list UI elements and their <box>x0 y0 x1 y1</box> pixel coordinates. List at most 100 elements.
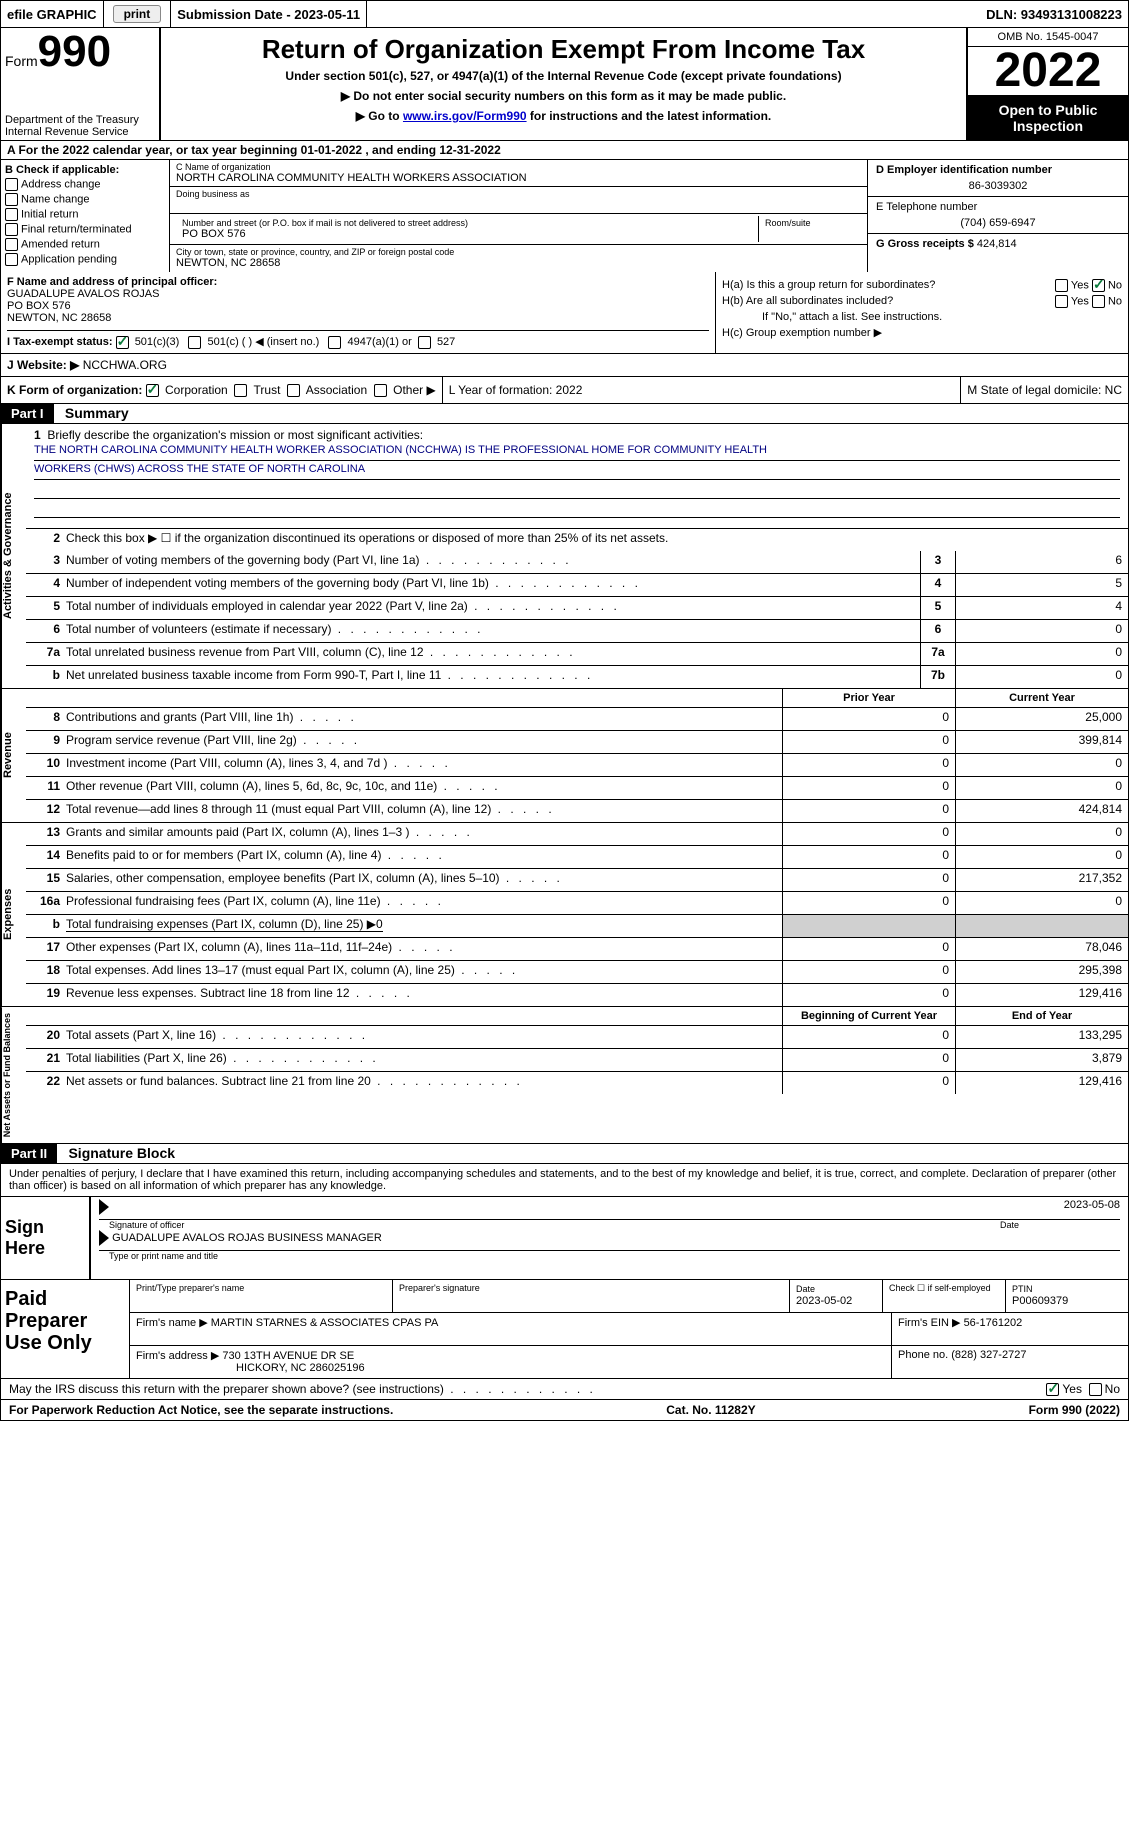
city-label: City or town, state or province, country… <box>176 247 861 257</box>
table-row: 3Number of voting members of the governi… <box>26 551 1128 574</box>
org-name: NORTH CAROLINA COMMUNITY HEALTH WORKERS … <box>176 172 861 184</box>
chk-other[interactable] <box>374 384 387 397</box>
title-box: Return of Organization Exempt From Incom… <box>161 28 968 140</box>
sign-date: 2023-05-08 <box>1064 1199 1120 1219</box>
form-title: Return of Organization Exempt From Incom… <box>165 34 962 65</box>
vtab-net-assets: Net Assets or Fund Balances <box>1 1007 26 1143</box>
signature-section: Under penalties of perjury, I declare th… <box>0 1164 1129 1280</box>
chk-527[interactable] <box>418 336 431 349</box>
ha-yes[interactable] <box>1055 279 1068 292</box>
chk-trust[interactable] <box>234 384 247 397</box>
phone-label: E Telephone number <box>876 201 1120 213</box>
firm-ein: 56-1761202 <box>964 1317 1023 1329</box>
form-subtitle: Under section 501(c), 527, or 4947(a)(1)… <box>165 69 962 83</box>
table-row: 20Total assets (Part X, line 16)0133,295 <box>26 1026 1128 1049</box>
chk-address-change[interactable]: Address change <box>5 178 165 191</box>
cat-number: Cat. No. 11282Y <box>666 1403 755 1417</box>
tax-year: 2022 <box>968 47 1128 96</box>
line2-text: Check this box ▶ ☐ if the organization d… <box>64 529 1128 551</box>
table-row: 13Grants and similar amounts paid (Part … <box>26 823 1128 846</box>
discuss-yes[interactable] <box>1046 1383 1059 1396</box>
gross-receipts-label: G Gross receipts $ <box>876 238 974 250</box>
row-klm: K Form of organization: Corporation Trus… <box>0 377 1129 404</box>
firm-addr1: 730 13TH AVENUE DR SE <box>222 1350 354 1362</box>
officer-name: GUADALUPE AVALOS ROJAS <box>7 288 709 300</box>
hb-yes[interactable] <box>1055 295 1068 308</box>
chk-association[interactable] <box>287 384 300 397</box>
section-fh: F Name and address of principal officer:… <box>0 272 1129 354</box>
sign-here-label: Sign Here <box>1 1197 91 1279</box>
chk-corporation[interactable] <box>146 384 159 397</box>
table-row: 18Total expenses. Add lines 13–17 (must … <box>26 961 1128 984</box>
section-bcde: B Check if applicable: Address change Na… <box>0 160 1129 272</box>
table-row: 6Total number of volunteers (estimate if… <box>26 620 1128 643</box>
chk-final-return[interactable]: Final return/terminated <box>5 223 165 236</box>
summary-revenue: Revenue Prior Year Current Year 8Contrib… <box>0 689 1129 823</box>
box-f: F Name and address of principal officer:… <box>1 272 715 353</box>
ha-no[interactable] <box>1092 279 1105 292</box>
irs-link[interactable]: www.irs.gov/Form990 <box>403 109 527 123</box>
row-j: J Website: ▶ NCCHWA.ORG <box>0 354 1129 377</box>
officer-label: F Name and address of principal officer: <box>7 276 709 288</box>
irs-label: Internal Revenue Service <box>5 126 139 138</box>
table-row: 22Net assets or fund balances. Subtract … <box>26 1072 1128 1094</box>
col-end: End of Year <box>955 1007 1128 1025</box>
org-name-label: C Name of organization <box>176 162 861 172</box>
discuss-no[interactable] <box>1089 1383 1102 1396</box>
table-row: bTotal fundraising expenses (Part IX, co… <box>26 915 1128 938</box>
efile-label: efile GRAPHIC <box>1 1 104 27</box>
mission-label: Briefly describe the organization's miss… <box>47 428 423 442</box>
goto-suffix: for instructions and the latest informat… <box>527 109 772 123</box>
dept-treasury: Department of the Treasury <box>5 114 139 126</box>
open-to-public: Open to Public Inspection <box>968 96 1128 140</box>
box-c: C Name of organization NORTH CAROLINA CO… <box>170 160 868 272</box>
hc-label: H(c) Group exemption number ▶ <box>722 326 882 339</box>
col-current-year: Current Year <box>955 689 1128 707</box>
street-value: PO BOX 576 <box>182 228 752 240</box>
phone-value: (704) 659-6947 <box>876 217 1120 229</box>
chk-name-change[interactable]: Name change <box>5 193 165 206</box>
ha-label: H(a) Is this a group return for subordin… <box>722 279 935 292</box>
ptin-value: P00609379 <box>1012 1295 1068 1307</box>
submission-date: Submission Date - 2023-05-11 <box>171 1 367 27</box>
street-label: Number and street (or P.O. box if mail i… <box>182 218 752 228</box>
box-de: D Employer identification number 86-3039… <box>868 160 1128 272</box>
chk-initial-return[interactable]: Initial return <box>5 208 165 221</box>
goto-line: ▶ Go to www.irs.gov/Form990 for instruct… <box>165 109 962 123</box>
hb-label: H(b) Are all subordinates included? <box>722 295 893 308</box>
print-button[interactable]: print <box>113 5 162 23</box>
year-formation: L Year of formation: 2022 <box>442 377 589 403</box>
chk-501c3[interactable] <box>116 336 129 349</box>
hb-no[interactable] <box>1092 295 1105 308</box>
self-employed-check[interactable]: Check ☐ if self-employed <box>883 1280 1006 1312</box>
chk-application-pending[interactable]: Application pending <box>5 253 165 266</box>
table-row: 5Total number of individuals employed in… <box>26 597 1128 620</box>
ein-label: D Employer identification number <box>876 164 1120 176</box>
table-row: 21Total liabilities (Part X, line 26)03,… <box>26 1049 1128 1072</box>
paperwork-notice: For Paperwork Reduction Act Notice, see … <box>9 1403 393 1417</box>
chk-4947[interactable] <box>328 336 341 349</box>
box-b: B Check if applicable: Address change Na… <box>1 160 170 272</box>
name-title-caption: Type or print name and title <box>99 1251 1120 1261</box>
mission-text-1: THE NORTH CAROLINA COMMUNITY HEALTH WORK… <box>34 444 1120 461</box>
col-beginning: Beginning of Current Year <box>782 1007 955 1025</box>
room-label: Room/suite <box>765 218 855 228</box>
summary-net-assets: Net Assets or Fund Balances Beginning of… <box>0 1007 1129 1144</box>
paid-preparer-label: Paid Preparer Use Only <box>1 1280 130 1378</box>
state-domicile: M State of legal domicile: NC <box>960 377 1128 403</box>
form-header: Form990 Department of the Treasury Inter… <box>0 28 1129 141</box>
firm-addr2: HICKORY, NC 286025196 <box>136 1362 365 1374</box>
top-bar: efile GRAPHIC print Submission Date - 20… <box>0 0 1129 28</box>
table-row: 19Revenue less expenses. Subtract line 1… <box>26 984 1128 1006</box>
year-box: OMB No. 1545-0047 2022 Open to Public In… <box>968 28 1128 140</box>
chk-amended-return[interactable]: Amended return <box>5 238 165 251</box>
officer-addr1: PO BOX 576 <box>7 300 709 312</box>
box-b-label: B Check if applicable: <box>5 164 165 176</box>
tax-exempt-label: I Tax-exempt status: <box>7 336 113 348</box>
summary-expenses: Expenses 13Grants and similar amounts pa… <box>0 823 1129 1007</box>
no-ssn-note: ▶ Do not enter social security numbers o… <box>165 89 962 103</box>
part2-header: Part II Signature Block <box>0 1144 1129 1164</box>
chk-501c[interactable] <box>188 336 201 349</box>
sig-officer-caption: Signature of officer <box>99 1220 990 1230</box>
table-row: 16aProfessional fundraising fees (Part I… <box>26 892 1128 915</box>
